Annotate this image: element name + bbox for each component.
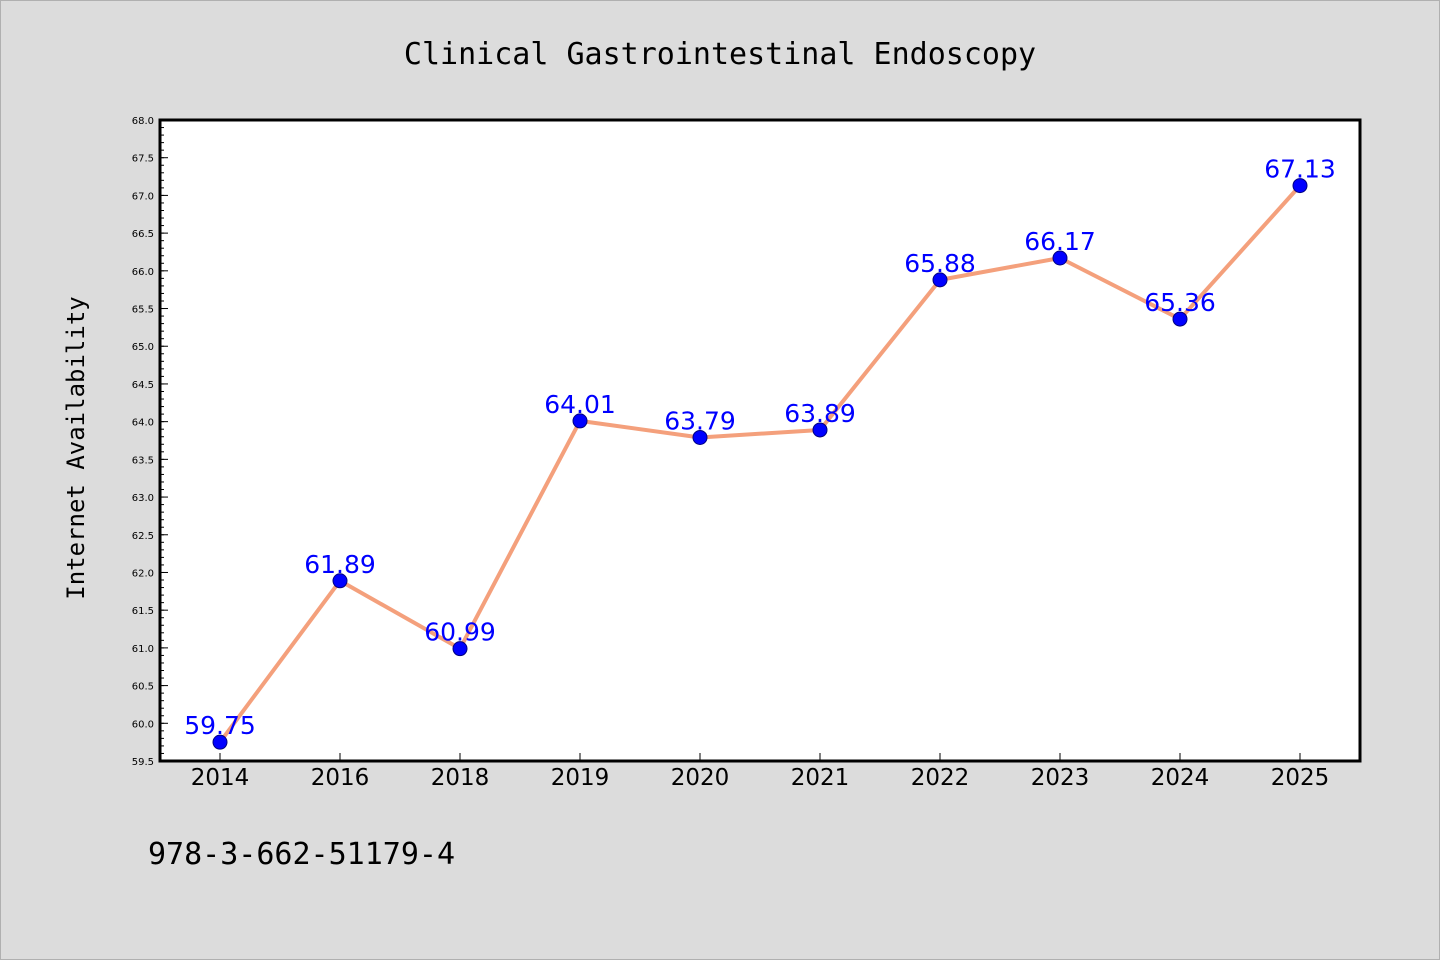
data-point (812, 422, 828, 438)
y-tick-label: 65.0 (132, 342, 154, 353)
plot-border (158, 118, 1362, 763)
x-tick-label: 2021 (791, 765, 850, 791)
y-tick-label: 64.5 (132, 380, 154, 391)
x-tick-label: 2018 (431, 765, 490, 791)
y-tick-label: 66.0 (132, 267, 154, 278)
y-tick-label: 61.5 (132, 606, 154, 617)
data-label: 59.75 (184, 711, 256, 740)
y-tick-label: 64.0 (132, 418, 154, 429)
data-label: 64.01 (544, 390, 616, 419)
y-tick-label: 62.5 (132, 531, 154, 542)
data-label: 63.79 (664, 406, 736, 435)
y-tick-label: 65.5 (132, 305, 154, 316)
y-axis-ticks: 59.5 60.0 60.5 61.0 61.5 62.0 62.5 63.0 63.5 64.0… (132, 116, 168, 768)
data-point (1292, 178, 1308, 194)
data-point (332, 573, 348, 589)
y-tick-label: 62.0 (132, 568, 154, 579)
isbn-text: 978-3-662-51179-4 (148, 837, 455, 872)
y-tick-label: 59.5 (132, 757, 154, 768)
data-point (932, 272, 948, 288)
data-label: 66.17 (1024, 227, 1096, 256)
y-axis-label: Internet Availability (62, 296, 90, 599)
data-point (692, 429, 708, 445)
y-tick-label: 63.5 (132, 455, 154, 466)
y-tick-label: 61.0 (132, 644, 154, 655)
y-tick-label: 60.0 (132, 719, 154, 730)
y-tick-label: 68.0 (132, 116, 154, 127)
series-line (218, 184, 1302, 744)
x-tick-label: 2024 (1151, 765, 1210, 791)
series-line-group (218, 184, 1302, 744)
x-tick-label: 2014 (191, 765, 250, 791)
y-tick-label: 66.5 (132, 229, 154, 240)
x-tick-label: 2023 (1031, 765, 1090, 791)
x-tick-label: 2025 (1271, 765, 1330, 791)
data-labels-group: 59.75 61.89 60.99 64.01 63.79 63.89 65.88 66.17… (184, 155, 1336, 741)
y-tick-label: 60.5 (132, 682, 154, 693)
series-markers-group (212, 178, 1308, 750)
chart-title: Clinical Gastrointestinal Endoscopy (404, 37, 1036, 72)
x-tick-label: 2019 (551, 765, 610, 791)
x-tick-label: 2016 (311, 765, 370, 791)
data-label: 65.88 (904, 249, 976, 278)
data-label: 60.99 (424, 618, 496, 647)
y-tick-label: 63.0 (132, 493, 154, 504)
x-axis-ticks: 2014 2016 2018 2019 2020 2021 2022 2023 2024 2025 (191, 753, 1330, 791)
y-tick-label: 67.0 (132, 191, 154, 202)
data-point (452, 641, 468, 657)
data-label: 63.89 (784, 399, 856, 428)
data-point (1052, 250, 1068, 266)
plot-area (160, 120, 1360, 761)
data-label: 65.36 (1144, 288, 1216, 317)
data-label: 61.89 (304, 550, 376, 579)
x-tick-label: 2022 (911, 765, 970, 791)
x-tick-label: 2020 (671, 765, 730, 791)
data-label: 67.13 (1264, 155, 1336, 184)
data-point (572, 413, 588, 429)
data-point (1172, 311, 1188, 327)
y-tick-label: 67.5 (132, 154, 154, 165)
data-point (212, 734, 228, 750)
